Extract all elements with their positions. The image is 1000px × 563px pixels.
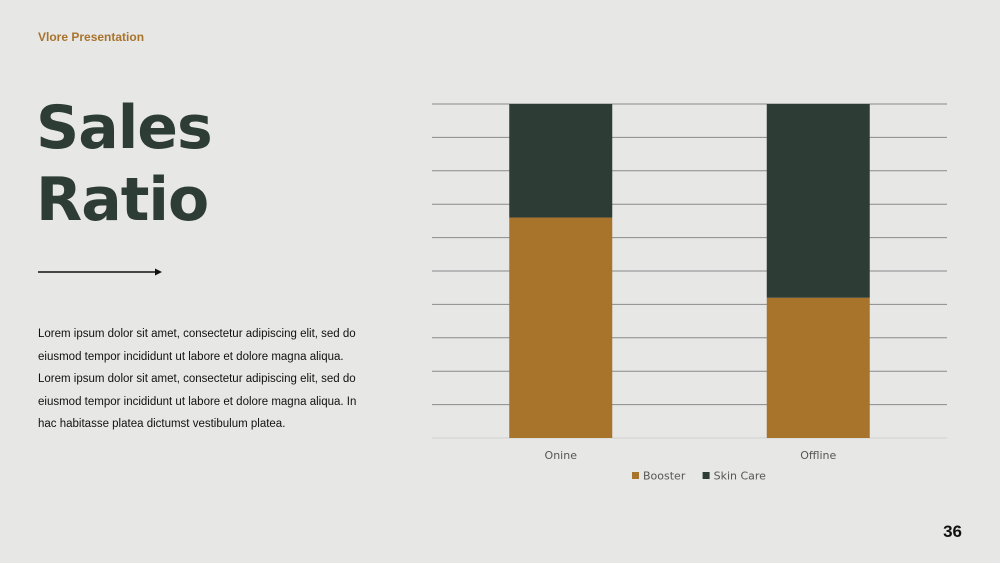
title-line-2: Ratio (36, 165, 209, 235)
brand-label: Vlore Presentation (38, 30, 145, 44)
x-tick-label: Onine (545, 449, 578, 462)
legend-label: Booster (643, 470, 686, 483)
bar-booster-onine (509, 217, 613, 438)
sales-ratio-chart: Onine Offline Booster Skin Care (432, 103, 947, 483)
chart-x-labels: Onine Offline (545, 449, 837, 462)
chart-bars (509, 104, 870, 438)
arrow-right-icon (38, 268, 162, 276)
legend-swatch (632, 472, 639, 479)
bar-booster-offline (766, 297, 870, 438)
page-number: 36 (943, 522, 962, 541)
bar-skin-care-offline (766, 104, 870, 298)
body-paragraph: Lorem ipsum dolor sit amet, consectetur … (38, 328, 357, 430)
chart-legend: Booster Skin Care (632, 470, 766, 483)
page-title: Sales Ratio (36, 92, 213, 236)
bar-skin-care-onine (509, 104, 613, 218)
x-tick-label: Offline (800, 449, 836, 462)
legend-swatch (702, 472, 710, 479)
legend-label: Skin Care (714, 470, 767, 483)
title-line-1: Sales (36, 93, 213, 163)
